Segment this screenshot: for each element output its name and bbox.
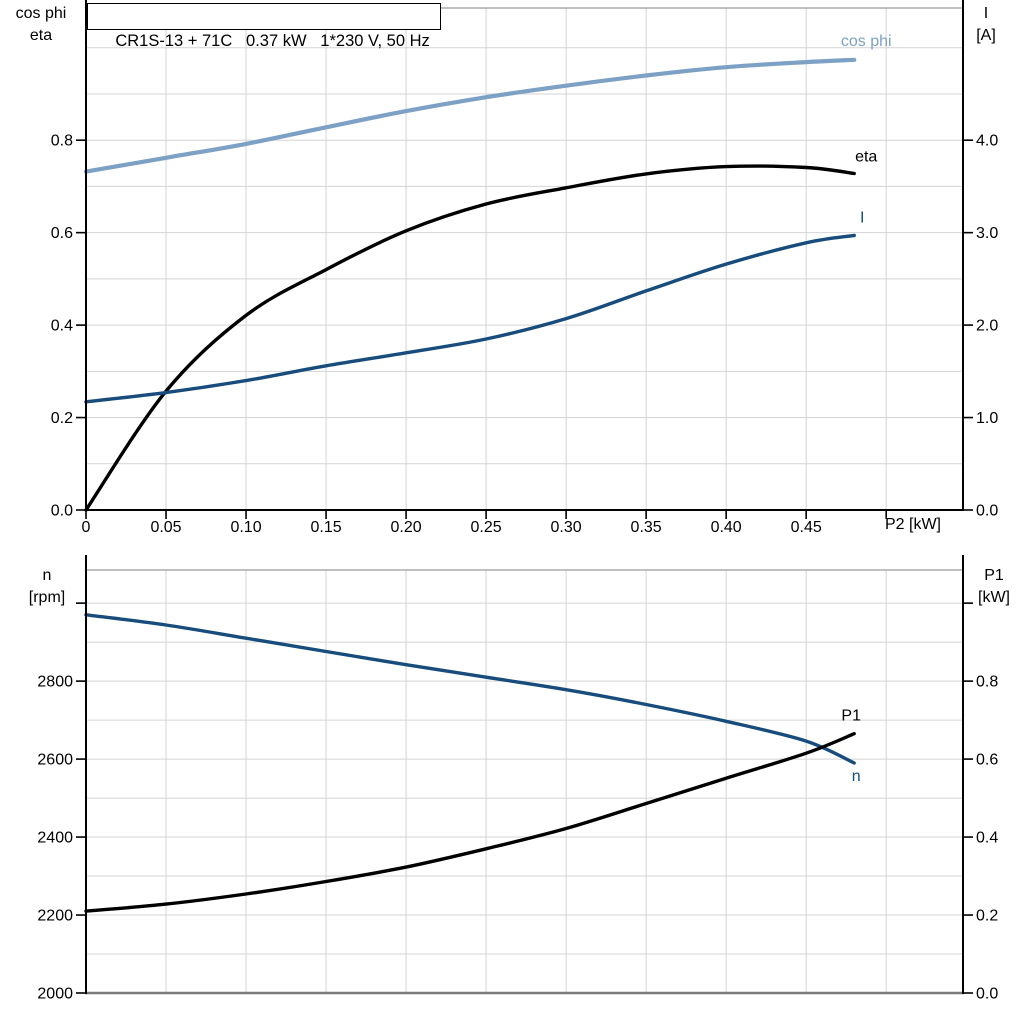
tick-label-x: 0.45 — [791, 519, 822, 536]
curve-label-i: I — [860, 209, 864, 226]
tick-label-left: 2400 — [37, 830, 73, 847]
tick-label-x: 0.25 — [471, 519, 502, 536]
chart-title: CR1S-13 + 71C 0.37 kW 1*230 V, 50 Hz — [115, 32, 430, 50]
axis-title-line-speed: n — [42, 567, 52, 584]
tick-label-x: 0.15 — [310, 519, 341, 536]
tick-label-x: 0.40 — [711, 519, 742, 536]
gridlines — [86, 8, 963, 510]
tick-label-x: 0.30 — [551, 519, 582, 536]
tick-label-right: 0.0 — [976, 503, 998, 520]
tick-label-left: 2600 — [37, 752, 73, 769]
tick-label-right: 0.2 — [976, 908, 998, 925]
gridlines — [86, 570, 963, 993]
tick-label-left: 2200 — [37, 908, 73, 925]
tick-label-left: 2000 — [37, 986, 73, 1003]
axis-title-line-cos-phi: cos phi — [15, 5, 67, 22]
tick-label-left: 0.4 — [51, 318, 73, 335]
tick-label-x: 0.05 — [150, 519, 181, 536]
curve-i — [84, 233, 856, 404]
axis-title-line-rpm-unit: [rpm] — [28, 589, 66, 606]
curve-eta — [84, 164, 856, 512]
x-axis-title: P2 [kW] — [884, 516, 941, 533]
tick-label-x: 0.20 — [391, 519, 422, 536]
axis-title-line-kw-unit: [kW] — [978, 589, 1010, 606]
bottom-chart: n P1 2000 2200 2400 2600 2800 0.0 0.2 0.4 0.6 0.8 — [37, 555, 998, 1003]
top-chart-left-axis-title: cos phi eta — [4, 3, 78, 47]
curve-p1 — [84, 732, 856, 913]
axis-title-line-eta: eta — [29, 27, 53, 44]
tick-label-x: 0.10 — [230, 519, 261, 536]
curve-label-eta: eta — [855, 149, 877, 166]
bottom-chart-right-axis-title: P1 [kW] — [966, 565, 1022, 609]
tick-label-left: 0.0 — [51, 503, 73, 520]
tick-label-right: 4.0 — [976, 133, 998, 150]
axis-title-line-ampere-unit: [A] — [976, 27, 996, 44]
axis-title-line-current: I — [983, 5, 989, 22]
curve-label-p1: P1 — [841, 708, 861, 725]
top-chart: cos phi eta I 0.0 0.2 0.4 0.6 0.8 0.0 1.0 2.0 3.0 4.… — [51, 0, 998, 536]
tick-label-right: 0.0 — [976, 986, 998, 1003]
curve-cos-phi — [83, 57, 857, 174]
tick-label-x: 0 — [82, 519, 91, 536]
axis-title-line-p1: P1 — [984, 567, 1004, 584]
chart-title-box: CR1S-13 + 71C 0.37 kW 1*230 V, 50 Hz — [87, 3, 441, 50]
tick-label-left: 0.6 — [51, 225, 73, 242]
tick-label-left: 0.2 — [51, 410, 73, 427]
tick-label-left: 2800 — [37, 674, 73, 691]
curve-label-n: n — [852, 768, 861, 785]
tick-label-right: 1.0 — [976, 410, 998, 427]
tick-label-right: 3.0 — [976, 225, 998, 242]
tick-label-x: 0.35 — [631, 519, 662, 536]
top-chart-right-axis-title: I [A] — [960, 3, 1012, 47]
curve-label-cos-phi: cos phi — [841, 33, 892, 50]
tick-label-right: 0.4 — [976, 830, 998, 847]
tick-label-right: 2.0 — [976, 318, 998, 335]
curve-n — [84, 613, 856, 765]
tick-label-right: 0.8 — [976, 674, 998, 691]
tick-label-right: 0.6 — [976, 752, 998, 769]
tick-label-left: 0.8 — [51, 133, 73, 150]
bottom-chart-left-axis-title: n [rpm] — [10, 565, 84, 609]
